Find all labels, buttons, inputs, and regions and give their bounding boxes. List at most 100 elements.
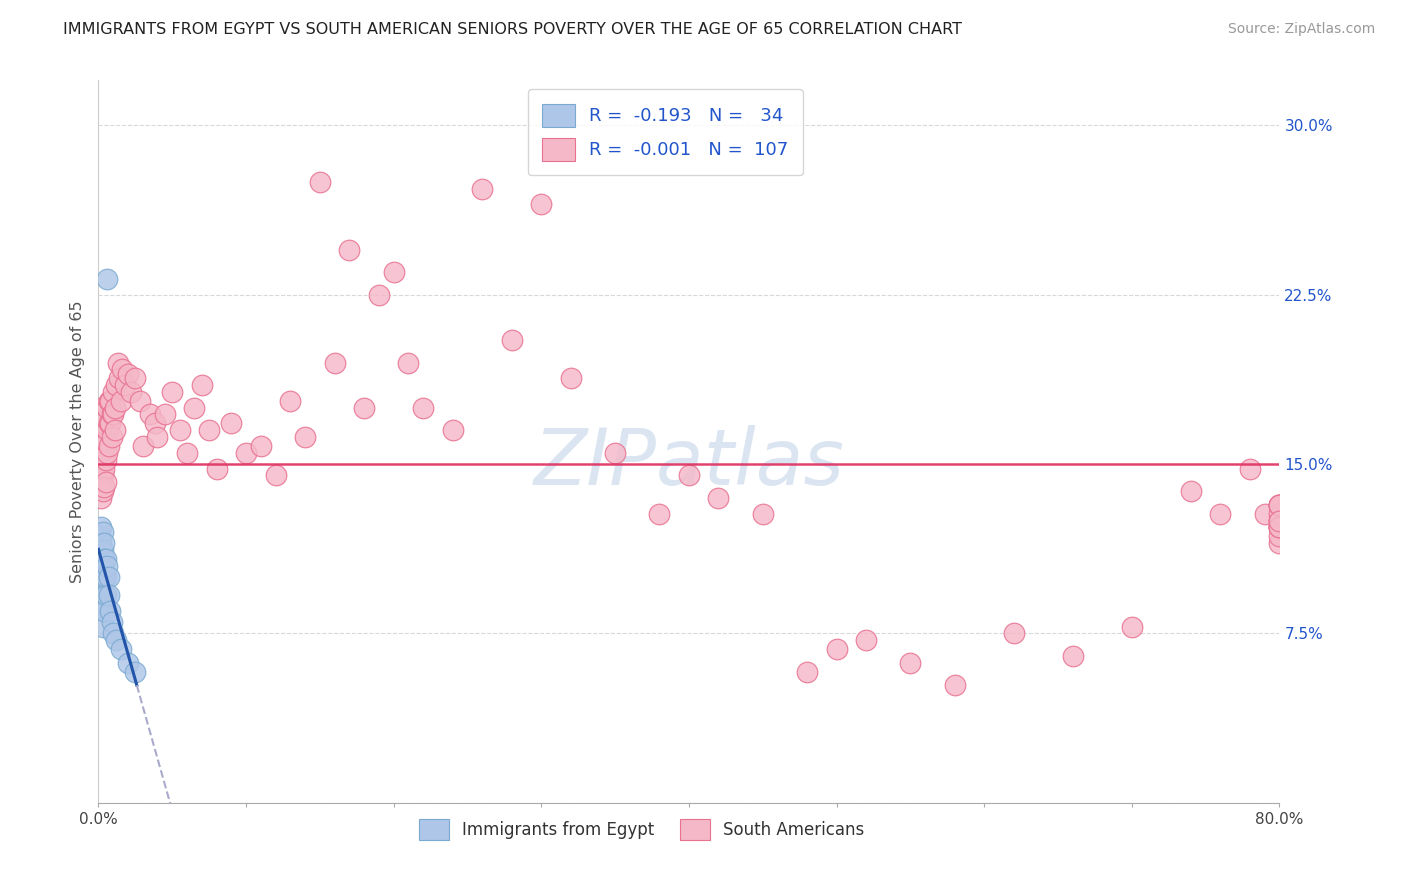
- Point: [90, 401, 112, 415]
- Point: [89, 552, 111, 566]
- Point: [707, 491, 730, 505]
- Point: [153, 408, 176, 422]
- Point: [108, 371, 131, 385]
- Point: [104, 423, 127, 437]
- Point: [93, 552, 115, 566]
- Point: [105, 378, 128, 392]
- Point: [90, 558, 112, 573]
- Point: [91, 430, 114, 444]
- Point: [93, 439, 115, 453]
- Point: [98, 604, 121, 618]
- Point: [1268, 520, 1291, 534]
- Point: [796, 665, 818, 679]
- Point: [855, 633, 877, 648]
- Point: [825, 642, 848, 657]
- Point: [100, 615, 122, 630]
- Point: [1121, 620, 1143, 634]
- Point: [110, 642, 132, 657]
- Point: [90, 536, 112, 550]
- Point: [103, 408, 125, 422]
- Point: [1268, 498, 1291, 512]
- Point: [128, 393, 150, 408]
- Point: [89, 529, 111, 543]
- Point: [93, 461, 115, 475]
- Point: [132, 439, 155, 453]
- Point: [89, 574, 111, 589]
- Point: [1254, 507, 1277, 521]
- Point: [90, 468, 112, 483]
- Point: [605, 446, 627, 460]
- Point: [98, 417, 121, 431]
- Point: [97, 588, 120, 602]
- Point: [94, 588, 117, 602]
- Point: [103, 626, 125, 640]
- Point: [353, 401, 375, 415]
- Point: [143, 417, 166, 431]
- Point: [97, 417, 120, 431]
- Point: [339, 243, 361, 257]
- Point: [94, 434, 117, 449]
- Point: [100, 408, 122, 422]
- Point: [176, 446, 198, 460]
- Point: [1268, 498, 1291, 512]
- Point: [97, 393, 120, 408]
- Point: [93, 480, 115, 494]
- Point: [90, 582, 112, 596]
- Point: [412, 401, 434, 415]
- Point: [93, 588, 115, 602]
- Point: [1268, 529, 1291, 543]
- Point: [97, 570, 120, 584]
- Point: [139, 408, 162, 422]
- Point: [91, 588, 114, 602]
- Point: [183, 401, 205, 415]
- Point: [309, 175, 332, 189]
- Point: [560, 371, 582, 385]
- Point: [96, 446, 118, 460]
- Point: [89, 468, 111, 483]
- Point: [191, 378, 214, 392]
- Point: [100, 430, 122, 444]
- Point: [91, 452, 114, 467]
- Point: [1268, 498, 1291, 512]
- Text: IMMIGRANTS FROM EGYPT VS SOUTH AMERICAN SENIORS POVERTY OVER THE AGE OF 65 CORRE: IMMIGRANTS FROM EGYPT VS SOUTH AMERICAN …: [63, 22, 962, 37]
- Point: [96, 272, 118, 286]
- Point: [91, 620, 114, 634]
- Point: [94, 552, 117, 566]
- Point: [1268, 520, 1291, 534]
- Point: [89, 423, 111, 437]
- Point: [169, 423, 191, 437]
- Point: [93, 536, 115, 550]
- Point: [91, 604, 114, 618]
- Point: [294, 430, 316, 444]
- Text: Source: ZipAtlas.com: Source: ZipAtlas.com: [1227, 22, 1375, 37]
- Point: [1268, 498, 1291, 512]
- Point: [943, 678, 966, 692]
- Point: [91, 468, 114, 483]
- Point: [1268, 520, 1291, 534]
- Text: ZIPatlas: ZIPatlas: [533, 425, 845, 501]
- Point: [91, 408, 114, 422]
- Point: [94, 475, 117, 490]
- Point: [93, 604, 115, 618]
- Point: [1002, 626, 1025, 640]
- Point: [110, 393, 132, 408]
- Point: [114, 378, 136, 392]
- Point: [382, 265, 405, 279]
- Point: [250, 439, 273, 453]
- Point: [280, 393, 302, 408]
- Point: [398, 355, 420, 369]
- Point: [471, 181, 494, 195]
- Point: [105, 633, 128, 648]
- Point: [90, 491, 112, 505]
- Point: [91, 484, 114, 499]
- Point: [648, 507, 671, 521]
- Point: [1268, 514, 1291, 528]
- Point: [93, 570, 115, 584]
- Point: [120, 384, 142, 399]
- Point: [678, 468, 700, 483]
- Point: [96, 401, 118, 415]
- Point: [97, 439, 120, 453]
- Point: [1180, 484, 1202, 499]
- Point: [900, 656, 922, 670]
- Point: [368, 287, 391, 301]
